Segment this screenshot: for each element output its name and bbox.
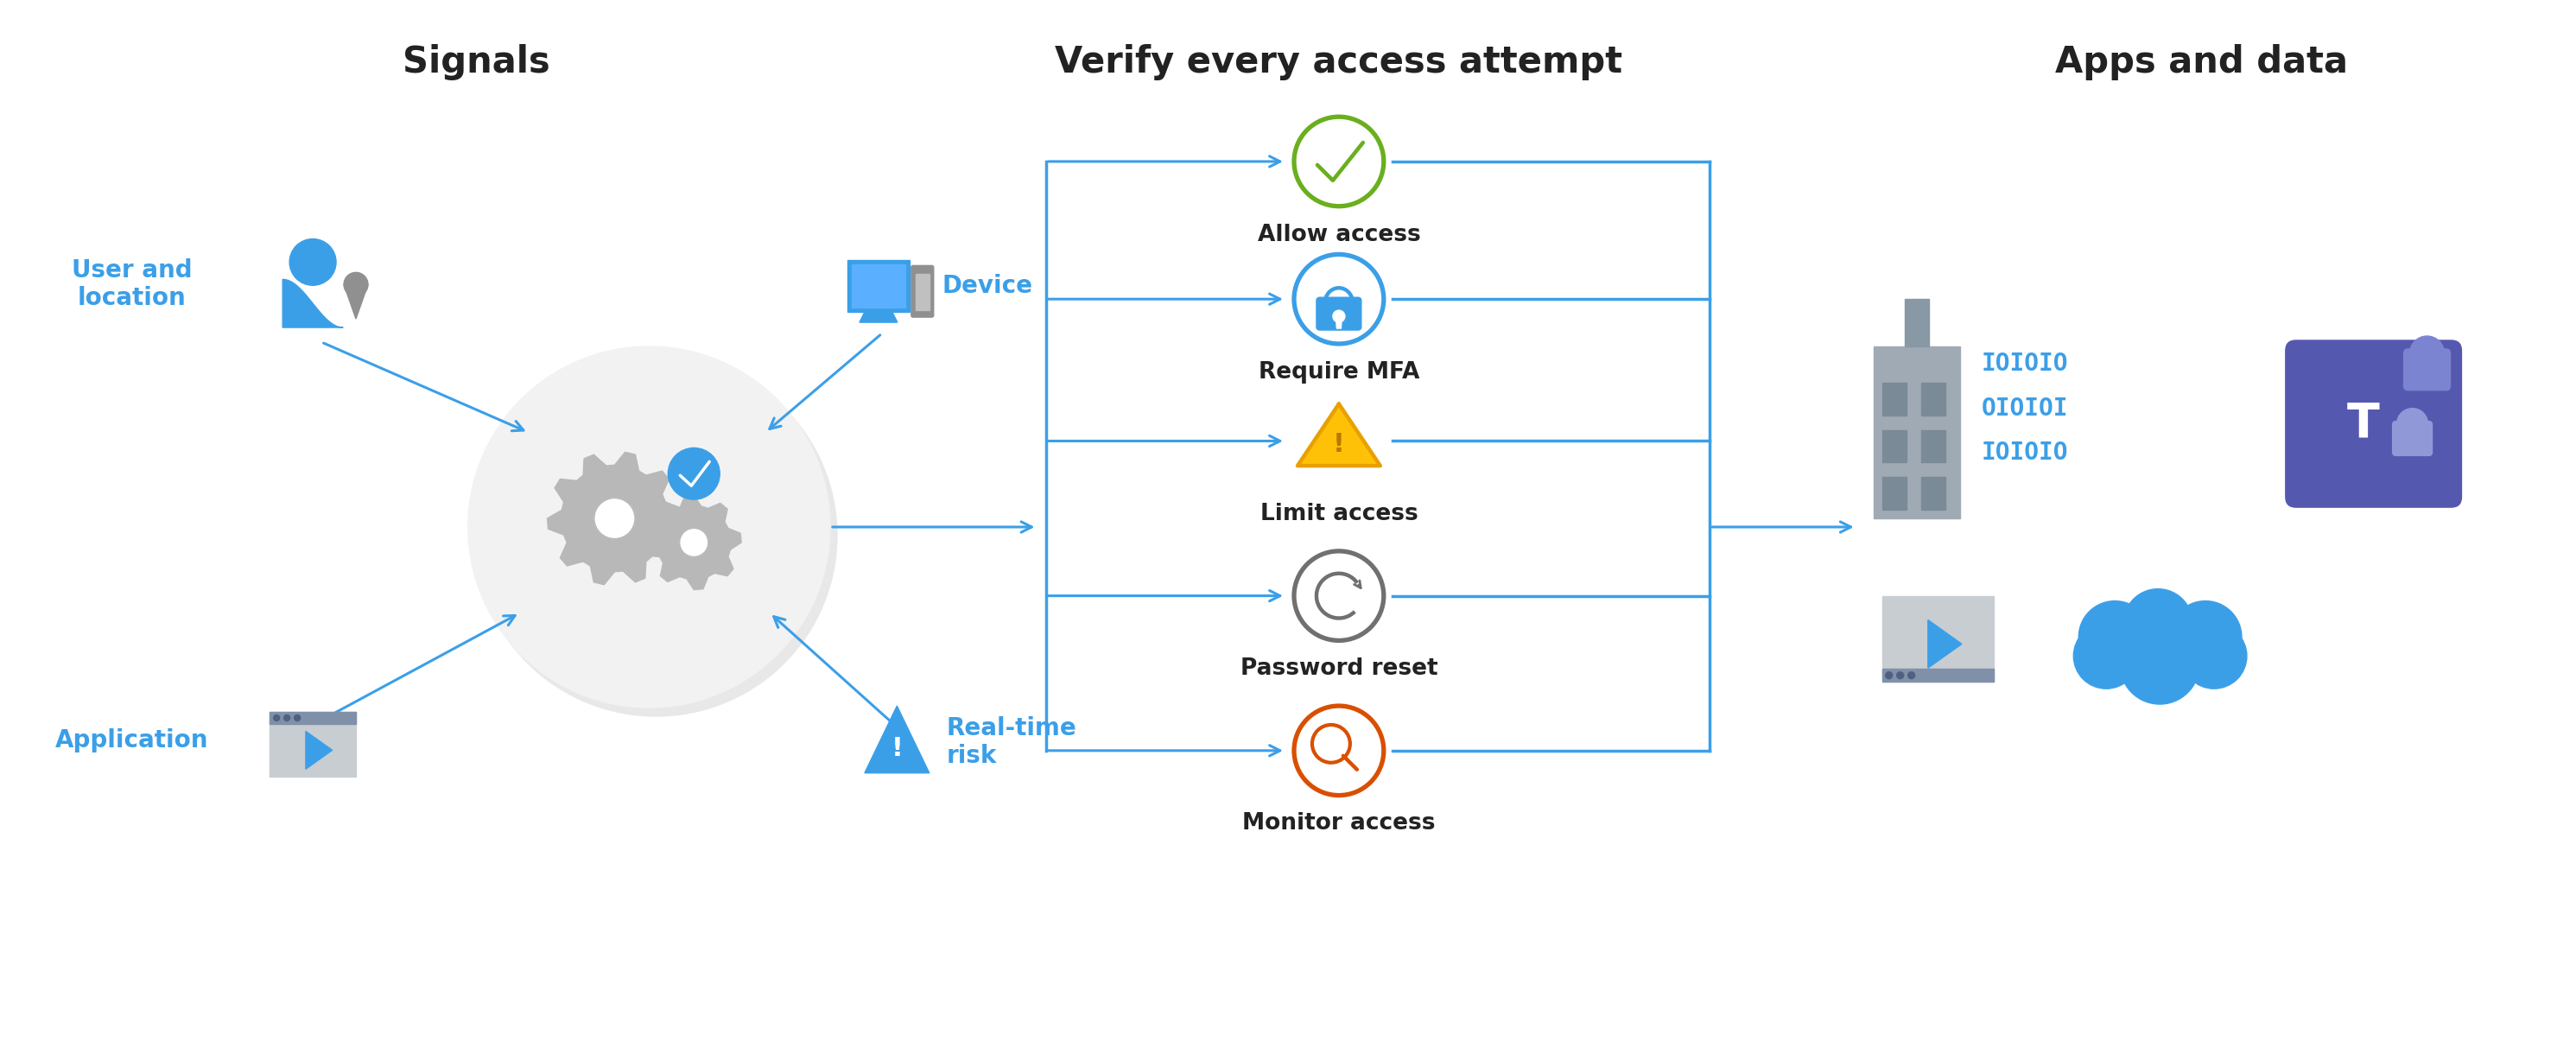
FancyBboxPatch shape xyxy=(912,266,933,317)
Text: Device: Device xyxy=(943,274,1033,298)
Circle shape xyxy=(289,239,335,286)
Circle shape xyxy=(680,528,708,558)
Circle shape xyxy=(1909,671,1914,679)
FancyBboxPatch shape xyxy=(1922,430,1945,463)
Text: Application: Application xyxy=(54,728,209,753)
FancyBboxPatch shape xyxy=(853,265,904,308)
Polygon shape xyxy=(307,731,332,769)
Text: Require MFA: Require MFA xyxy=(1257,362,1419,384)
Polygon shape xyxy=(283,279,343,328)
FancyBboxPatch shape xyxy=(1922,477,1945,510)
FancyBboxPatch shape xyxy=(1922,383,1945,415)
Text: Allow access: Allow access xyxy=(1257,223,1419,246)
FancyBboxPatch shape xyxy=(2393,422,2432,455)
Circle shape xyxy=(2182,623,2246,688)
FancyBboxPatch shape xyxy=(1904,299,1929,347)
Circle shape xyxy=(2074,623,2138,688)
Text: Limit access: Limit access xyxy=(1260,503,1417,525)
Circle shape xyxy=(2169,601,2241,674)
Text: User and
location: User and location xyxy=(72,258,193,311)
Polygon shape xyxy=(1927,620,1963,668)
Polygon shape xyxy=(343,285,368,319)
Text: Password reset: Password reset xyxy=(1239,658,1437,680)
FancyBboxPatch shape xyxy=(848,260,909,312)
Polygon shape xyxy=(647,495,742,590)
Circle shape xyxy=(1886,671,1893,679)
Text: !: ! xyxy=(891,737,904,761)
Text: IOIOIO: IOIOIO xyxy=(1981,351,2069,375)
Text: Monitor access: Monitor access xyxy=(1242,813,1435,835)
Text: T: T xyxy=(2347,401,2380,447)
Circle shape xyxy=(667,448,719,500)
Text: OIOIOI: OIOIOI xyxy=(1981,396,2069,421)
Circle shape xyxy=(2123,589,2192,658)
Text: !: ! xyxy=(1332,432,1345,457)
Text: Signals: Signals xyxy=(402,44,551,81)
FancyBboxPatch shape xyxy=(914,274,930,310)
FancyBboxPatch shape xyxy=(1883,477,1906,510)
Circle shape xyxy=(1896,671,1904,679)
Text: Apps and data: Apps and data xyxy=(2056,44,2347,81)
Polygon shape xyxy=(860,312,896,323)
Circle shape xyxy=(283,715,291,721)
Text: IOIOIO: IOIOIO xyxy=(1981,441,2069,465)
FancyBboxPatch shape xyxy=(270,711,355,724)
Text: Verify every access attempt: Verify every access attempt xyxy=(1056,44,1623,81)
Circle shape xyxy=(2120,625,2200,704)
Polygon shape xyxy=(866,706,930,773)
FancyBboxPatch shape xyxy=(1873,347,1960,519)
Circle shape xyxy=(343,272,368,296)
FancyBboxPatch shape xyxy=(2285,340,2463,507)
Circle shape xyxy=(469,347,829,707)
Circle shape xyxy=(2079,601,2151,674)
Circle shape xyxy=(1332,310,1345,323)
FancyBboxPatch shape xyxy=(2403,349,2450,390)
FancyBboxPatch shape xyxy=(1883,669,1994,682)
Circle shape xyxy=(2396,408,2429,440)
Polygon shape xyxy=(1337,316,1342,329)
Circle shape xyxy=(595,497,636,539)
Circle shape xyxy=(2409,336,2445,370)
Polygon shape xyxy=(1298,404,1381,466)
Circle shape xyxy=(273,715,281,721)
FancyBboxPatch shape xyxy=(1883,383,1906,415)
FancyBboxPatch shape xyxy=(270,711,355,777)
FancyBboxPatch shape xyxy=(1316,297,1360,330)
FancyBboxPatch shape xyxy=(1883,430,1906,463)
Polygon shape xyxy=(546,452,683,585)
Circle shape xyxy=(474,355,837,717)
Text: Real-time
risk: Real-time risk xyxy=(945,716,1077,768)
Circle shape xyxy=(294,715,301,721)
FancyBboxPatch shape xyxy=(1883,596,1994,682)
